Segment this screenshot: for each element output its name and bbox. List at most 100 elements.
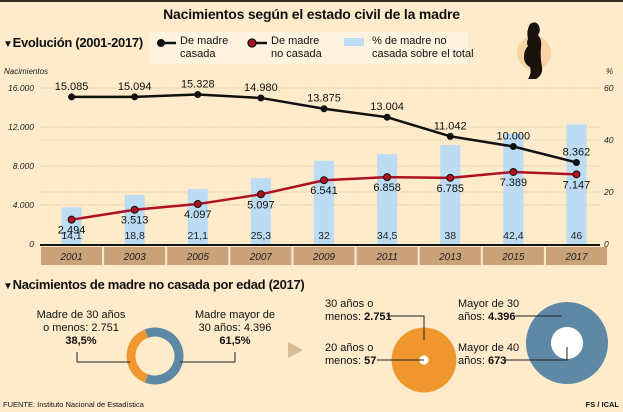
- pct-bar-label: 32: [318, 230, 330, 242]
- point-casada: [68, 93, 76, 101]
- pct-bar-label: 34,5: [377, 230, 398, 242]
- x-band-cell: [356, 247, 418, 265]
- y2-tick-label: 60: [604, 83, 614, 93]
- pct-bar-label: 21,1: [188, 230, 209, 242]
- data-label-no-casada: 7.389: [500, 177, 528, 189]
- leader-line: [180, 352, 236, 363]
- x-tick-label: 2017: [564, 252, 588, 263]
- point-casada: [194, 91, 202, 99]
- donut-slice: [126, 329, 149, 383]
- black-line-dot-icon: [157, 39, 176, 47]
- donut-chart: [76, 327, 303, 385]
- pregnant-woman-icon: [517, 22, 551, 79]
- data-label-casada: 15.328: [181, 79, 215, 91]
- x-tick-label: 2011: [375, 252, 398, 263]
- section-age-title: ▼Nacimientos de madre no casada por edad…: [3, 277, 305, 292]
- donut-label-over30: Madre mayor de 30 años: 4.396 61,5%: [194, 309, 276, 347]
- point-casada: [509, 143, 517, 150]
- bubble-chart: [377, 302, 608, 393]
- pct-bar-label: 46: [571, 230, 583, 242]
- data-label-no-casada: 4.097: [184, 209, 212, 221]
- data-label-no-casada: 3.513: [121, 215, 149, 227]
- right-arrow-icon: [288, 342, 303, 358]
- point-no-casada: [383, 173, 392, 182]
- leader-line: [505, 347, 568, 361]
- x-tick-label: 2003: [123, 252, 147, 263]
- point-casada: [257, 94, 265, 102]
- data-label-no-casada: 6.541: [310, 185, 338, 197]
- y2-tick-label: 0: [604, 239, 609, 249]
- x-tick-label: 2009: [312, 252, 336, 263]
- data-label-no-casada: 7.147: [563, 179, 591, 191]
- data-label-casada: 15.085: [55, 81, 89, 93]
- point-no-casada: [67, 215, 76, 224]
- x-band-cell: [41, 247, 103, 265]
- y-tick-label: 8.000: [13, 161, 35, 171]
- leader-line: [76, 352, 130, 363]
- bubble-inner: [550, 326, 584, 360]
- donut-slice: [144, 327, 184, 385]
- y2-tick-label: 40: [604, 135, 614, 145]
- point-no-casada: [320, 176, 328, 185]
- data-label-no-casada: 5.097: [247, 199, 275, 211]
- x-band-cell: [482, 247, 544, 265]
- point-casada: [446, 132, 454, 140]
- y2-tick-label: 20: [603, 187, 614, 197]
- point-no-casada: [256, 190, 265, 199]
- pct-bar-label: 42,4: [503, 230, 524, 242]
- y-tick-label: 16.000: [8, 83, 34, 93]
- bubble-label-under30: 30 años o menos: 2.751: [325, 298, 392, 323]
- point-casada: [320, 105, 328, 113]
- data-label-casada: 14.980: [244, 82, 278, 94]
- x-tick-label: 2007: [249, 252, 273, 263]
- pct-bar: [503, 133, 524, 244]
- red-line-dot-icon: [247, 38, 267, 48]
- data-label-casada: 8.362: [563, 146, 591, 158]
- pct-bar-label: 18,8: [124, 230, 145, 242]
- pct-bar-label: 25,3: [251, 230, 272, 242]
- point-casada: [383, 113, 391, 121]
- x-band-cell: [419, 247, 481, 265]
- legend: De madre casada De madre no casada % de ma…: [150, 32, 474, 64]
- pct-bar: [566, 124, 587, 244]
- y-tick-label: 4.000: [13, 200, 35, 210]
- point-casada: [131, 93, 139, 101]
- credit: FS / ICAL: [585, 400, 619, 409]
- point-no-casada: [193, 200, 202, 209]
- line-casada: [71, 93, 577, 164]
- y-tick-label: 0: [29, 239, 34, 249]
- pct-bar: [124, 195, 145, 244]
- x-band-cell: [230, 247, 292, 265]
- data-label-no-casada: 6.785: [436, 183, 464, 195]
- x-tick-label: 2015: [501, 252, 525, 263]
- bubble-label-over30: Mayor de 30 años: 4.396: [458, 298, 520, 323]
- pct-bar-label: 14,1: [61, 230, 82, 242]
- section-evolution-label: Evolución (2001-2017): [12, 35, 144, 50]
- data-label-casada: 10.000: [497, 131, 531, 143]
- point-no-casada: [509, 167, 518, 176]
- y-axis-label: Nacimientos: [4, 67, 48, 76]
- blue-bar-swatch-icon: [344, 38, 364, 46]
- point-no-casada: [130, 205, 139, 214]
- donut-label-under30: Madre de 30 años o menos: 2.751 38,5%: [36, 309, 126, 347]
- point-no-casada: [572, 170, 581, 179]
- source-note: FUENTE: Instituto Nacional de Estadístic…: [3, 400, 144, 409]
- section-evolution-title: ▼Evolución (2001-2017): [3, 35, 143, 50]
- x-band-cell: [167, 247, 229, 265]
- triangle-marker-icon: ▼: [3, 281, 13, 292]
- x-tick-label: 2001: [59, 252, 82, 263]
- data-label-no-casada: 2.494: [58, 225, 86, 237]
- data-label-casada: 11.042: [434, 120, 467, 132]
- y2-axis-label: %: [606, 67, 613, 76]
- top-border: [0, 0, 623, 2]
- line-bar-chart: Nacimientos % 0 4.000 8.000 12.000 16.000 0 20 40…: [4, 67, 614, 265]
- data-label-casada: 13.875: [307, 93, 341, 105]
- data-label-casada: 15.094: [118, 81, 152, 93]
- x-band-cell: [293, 247, 355, 265]
- x-tick-label: 2005: [186, 252, 210, 263]
- chart-title: Nacimientos según el estado civil de la …: [163, 6, 460, 22]
- point-casada: [572, 158, 580, 166]
- leader-line: [387, 315, 425, 340]
- data-label-casada: 13.004: [370, 101, 404, 113]
